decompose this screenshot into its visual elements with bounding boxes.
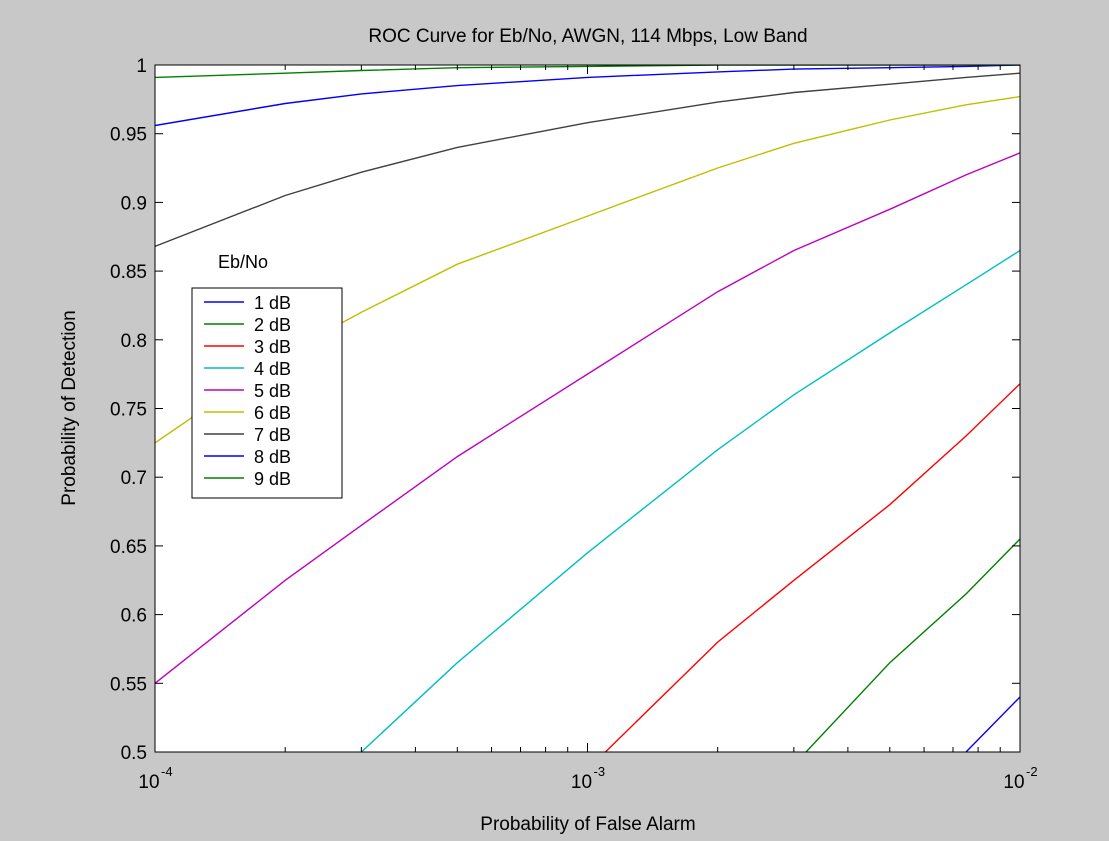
series-line-3 xyxy=(604,383,1020,752)
legend-entry-label: 1 dB xyxy=(254,293,291,313)
series-line-4 xyxy=(360,249,1020,752)
legend-entry-label: 3 dB xyxy=(254,337,291,357)
series-line-7 xyxy=(155,72,1020,248)
x-tick-label-base: 10 xyxy=(571,772,592,793)
legend-entry-label: 5 dB xyxy=(254,381,291,401)
chart-title: ROC Curve for Eb/No, AWGN, 114 Mbps, Low… xyxy=(368,26,807,47)
y-tick-label: 0.75 xyxy=(110,400,147,421)
y-tick-label: 0.9 xyxy=(121,193,147,214)
legend-entry-label: 8 dB xyxy=(254,447,291,467)
y-axis-label: Probability of Detection xyxy=(59,310,80,505)
legend-entry-label: 2 dB xyxy=(254,315,291,335)
y-tick-label: 0.8 xyxy=(121,331,147,352)
x-tick-label-exponent: -4 xyxy=(161,764,173,779)
legend-box xyxy=(191,287,343,499)
series-line-2 xyxy=(805,538,1020,752)
series-line-5 xyxy=(155,152,1020,684)
y-tick-label: 0.6 xyxy=(121,606,147,627)
legend-title: Eb/No xyxy=(218,252,268,272)
ticks-layer: 0.50.550.60.650.70.750.80.850.90.95110-4… xyxy=(110,56,1038,793)
x-tick-label-base: 10 xyxy=(1003,772,1024,793)
y-tick-label: 1 xyxy=(136,56,147,77)
legend-entry-label: 9 dB xyxy=(254,469,291,489)
legend-entry-label: 6 dB xyxy=(254,403,291,423)
y-tick-label: 0.7 xyxy=(121,468,147,489)
series-line-1 xyxy=(965,696,1020,752)
y-tick-label: 0.55 xyxy=(110,674,147,695)
legend-entry-label: 7 dB xyxy=(254,425,291,445)
legend-entry-label: 4 dB xyxy=(254,359,291,379)
y-tick-label: 0.85 xyxy=(110,262,147,283)
y-tick-label: 0.5 xyxy=(121,743,147,764)
y-tick-label: 0.95 xyxy=(110,125,147,146)
x-tick-label-exponent: -2 xyxy=(1026,764,1038,779)
x-tick-label-exponent: -3 xyxy=(594,764,606,779)
y-tick-label: 0.65 xyxy=(110,537,147,558)
series-line-9 xyxy=(155,65,1020,79)
legend: 1 dB2 dB3 dB4 dB5 dB6 dB7 dB8 dB9 dB xyxy=(191,287,343,499)
x-tick-label-base: 10 xyxy=(138,772,159,793)
x-axis-label: Probability of False Alarm xyxy=(480,814,695,835)
plot-frame xyxy=(154,64,1021,753)
series-line-8 xyxy=(155,65,1020,127)
